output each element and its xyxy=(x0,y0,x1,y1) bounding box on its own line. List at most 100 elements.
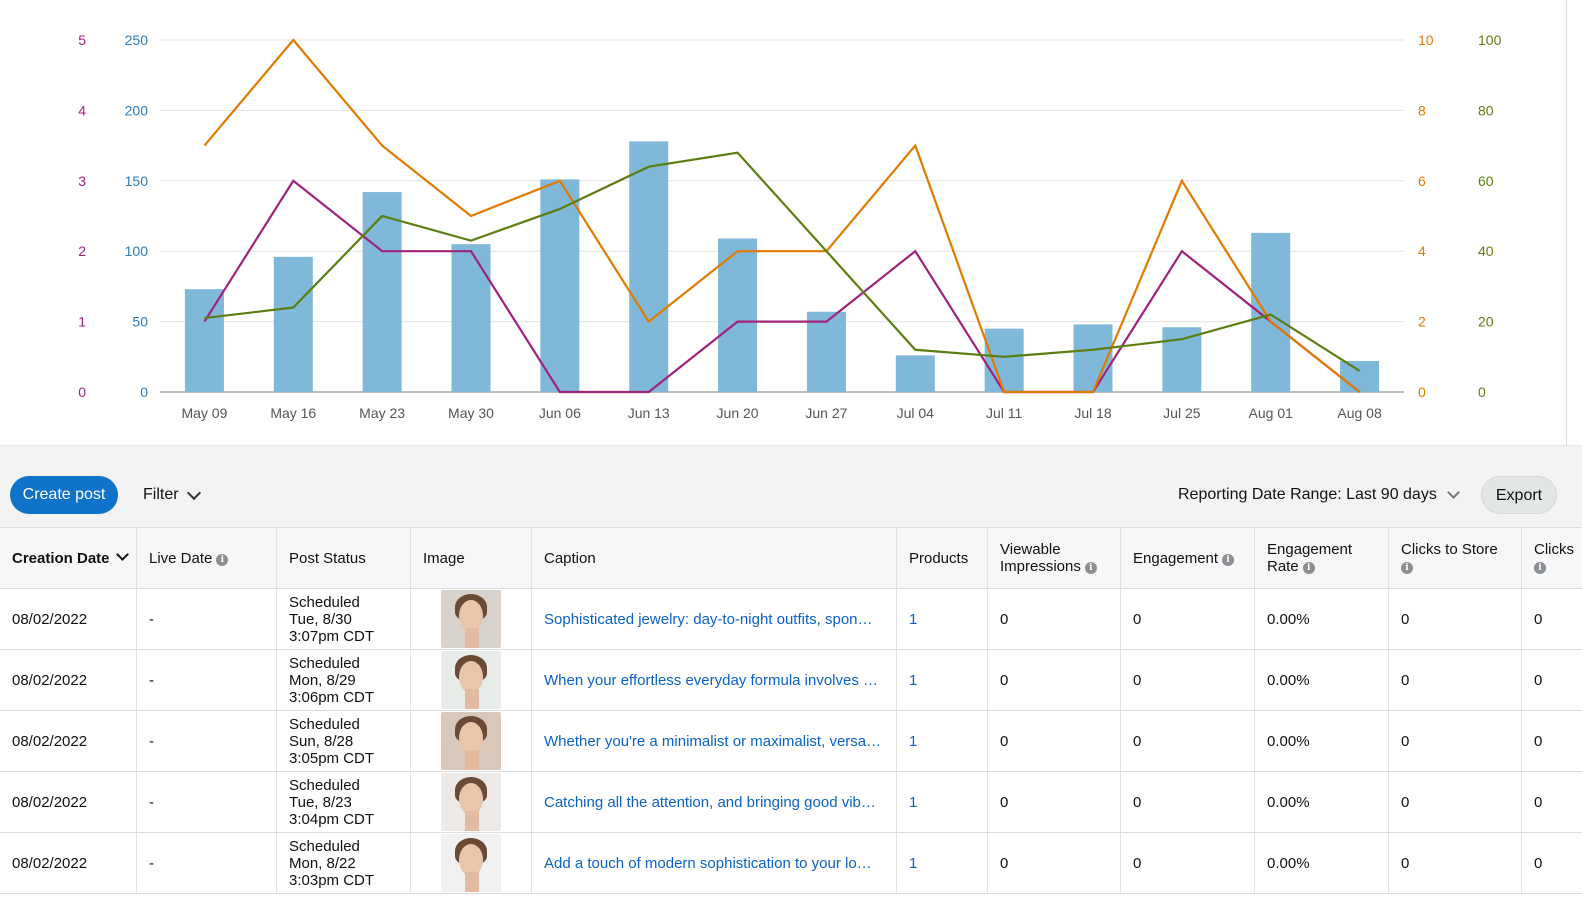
cell-image xyxy=(411,833,532,893)
y-tick-label-right-outer: 100 xyxy=(1478,32,1502,48)
y-tick-label-right-inner: 6 xyxy=(1418,173,1426,189)
series-line-left-outer xyxy=(203,179,1361,394)
y-tick-label-left-inner: 50 xyxy=(132,314,148,330)
cell-content: 0.00% xyxy=(1255,794,1310,811)
info-icon[interactable]: i xyxy=(1222,553,1235,566)
chart-edge-divider xyxy=(1566,0,1567,445)
cell-content: Scheduled Mon, 8/29 3:06pm CDT xyxy=(277,655,374,706)
post-thumbnail[interactable] xyxy=(441,834,501,892)
cell-creation: 08/02/2022 xyxy=(0,711,137,771)
date-range-dropdown[interactable]: Reporting Date Range: Last 90 days xyxy=(1178,476,1460,514)
caption-link[interactable]: Add a touch of modern sophistication to … xyxy=(544,854,872,872)
engagement-value: 0 xyxy=(1133,732,1142,750)
products-link[interactable]: 1 xyxy=(909,732,918,750)
live-value: - xyxy=(149,854,154,872)
header-label: Caption xyxy=(544,549,596,567)
cell-creation: 08/02/2022 xyxy=(0,772,137,832)
post-thumbnail[interactable] xyxy=(441,773,501,831)
cell-clicks-store: 0 xyxy=(1389,711,1522,771)
cell-clicks: 0 xyxy=(1522,711,1582,771)
cell-content: 0 xyxy=(1389,733,1409,750)
x-tick-label: May 16 xyxy=(270,405,316,421)
performance-chart: 0 1 2 3 4 5 0 50 100 150 200 250 0 2 4 6 8 10 0 20 40 60 80 100… xyxy=(0,0,1582,445)
header-label: Impressions xyxy=(1000,558,1081,575)
y-tick-label-right-inner: 2 xyxy=(1418,314,1426,330)
products-link[interactable]: 1 xyxy=(909,671,918,689)
products-link[interactable]: 1 xyxy=(909,793,918,811)
table-row[interactable]: 08/02/2022 - Scheduled Sun, 8/28 3:05pm CDT W… xyxy=(0,711,1582,772)
caption-link[interactable]: Sophisticated jewelry: day-to-night outf… xyxy=(544,610,873,628)
products-link[interactable]: 1 xyxy=(909,854,918,872)
cell-content: 08/02/2022 xyxy=(0,794,87,811)
cell-products: 1 xyxy=(897,772,988,832)
y-tick-label-left-outer: 5 xyxy=(78,32,86,48)
cell-live: - xyxy=(137,711,277,771)
x-tick-label: Aug 08 xyxy=(1337,405,1382,421)
bar xyxy=(629,141,669,392)
cell-live: - xyxy=(137,833,277,893)
clicks-store-value: 0 xyxy=(1401,854,1410,872)
date-range-label: Reporting Date Range: Last 90 days xyxy=(1178,486,1437,503)
cell-content: 1 xyxy=(897,611,917,628)
cell-content: 08/02/2022 xyxy=(0,611,87,628)
impressions-value: 0 xyxy=(1000,610,1009,628)
products-link[interactable]: 1 xyxy=(909,610,918,628)
impressions-value: 0 xyxy=(1000,671,1009,689)
header-clicks: Clicks i xyxy=(1522,528,1582,588)
engagement-value: 0 xyxy=(1133,854,1142,872)
table-row[interactable]: 08/02/2022 - Scheduled Mon, 8/22 3:03pm CDT A… xyxy=(0,833,1582,894)
y-tick-label-left-inner: 200 xyxy=(125,102,149,118)
cell-impressions: 0 xyxy=(988,711,1121,771)
header-post-status: Post Status xyxy=(277,528,411,588)
cell-content: - xyxy=(137,855,154,872)
y-tick-label-left-outer: 4 xyxy=(78,102,86,118)
info-icon[interactable]: i xyxy=(1401,562,1413,574)
cell-clicks-store: 0 xyxy=(1389,650,1522,710)
info-icon[interactable]: i xyxy=(1302,562,1315,574)
export-button[interactable]: Export xyxy=(1481,476,1557,514)
cell-caption: Add a touch of modern sophistication to … xyxy=(532,833,897,893)
info-icon[interactable]: i xyxy=(216,553,229,566)
cell-live: - xyxy=(137,772,277,832)
cell-content: Add a touch of modern sophistication to … xyxy=(532,855,872,872)
info-icon[interactable]: i xyxy=(1084,562,1097,574)
create-post-button[interactable]: Create post xyxy=(10,476,118,514)
y-tick-label-left-outer: 3 xyxy=(78,173,86,189)
header-label: Live Date xyxy=(149,549,213,567)
table-row[interactable]: 08/02/2022 - Scheduled Tue, 8/23 3:04pm CDT C… xyxy=(0,772,1582,833)
caption-link[interactable]: Whether you're a minimalist or maximalis… xyxy=(544,732,882,750)
caption-link[interactable]: Catching all the attention, and bringing… xyxy=(544,793,876,811)
clicks-store-value: 0 xyxy=(1401,610,1410,628)
cell-content: - xyxy=(137,733,154,750)
cell-content: 0 xyxy=(988,794,1008,811)
filter-dropdown[interactable]: Filter xyxy=(143,476,201,514)
caption-link[interactable]: When your effortless everyday formula in… xyxy=(544,671,879,689)
y-tick-label-left-outer: 2 xyxy=(78,243,86,259)
cell-impressions: 0 xyxy=(988,833,1121,893)
post-thumbnail[interactable] xyxy=(441,590,501,648)
table-row[interactable]: 08/02/2022- Scheduled Tue, 8/30 3:07pm CDT S… xyxy=(0,589,1582,650)
info-icon[interactable]: i xyxy=(1534,562,1546,574)
status-line: Scheduled xyxy=(289,654,360,672)
cell-content: 1 xyxy=(897,733,917,750)
status-line: Scheduled xyxy=(289,593,360,611)
header-label: Viewable xyxy=(1000,541,1061,558)
cell-content: 0.00% xyxy=(1255,733,1310,750)
post-thumbnail[interactable] xyxy=(441,651,501,709)
cell-clicks-store: 0 xyxy=(1389,772,1522,832)
bar xyxy=(451,244,491,392)
live-value: - xyxy=(149,732,154,750)
table-row[interactable]: 08/02/2022 - Scheduled Mon, 8/29 3:06pm CDT W… xyxy=(0,650,1582,711)
engagement-value: 0 xyxy=(1133,793,1142,811)
cell-content xyxy=(411,712,501,770)
y-tick-label-left-outer: 1 xyxy=(78,314,86,330)
cell-content: 0 xyxy=(1522,672,1542,689)
x-tick-label: Jul 25 xyxy=(1163,405,1201,421)
post-thumbnail[interactable] xyxy=(441,712,501,770)
chevron-down-icon xyxy=(1446,486,1460,499)
header-label: Rate xyxy=(1267,558,1299,575)
cell-content: 0 xyxy=(1121,794,1141,811)
status-line: Scheduled xyxy=(289,715,360,733)
cell-caption: Catching all the attention, and bringing… xyxy=(532,772,897,832)
header-creation-date[interactable]: Creation Date xyxy=(0,528,137,588)
